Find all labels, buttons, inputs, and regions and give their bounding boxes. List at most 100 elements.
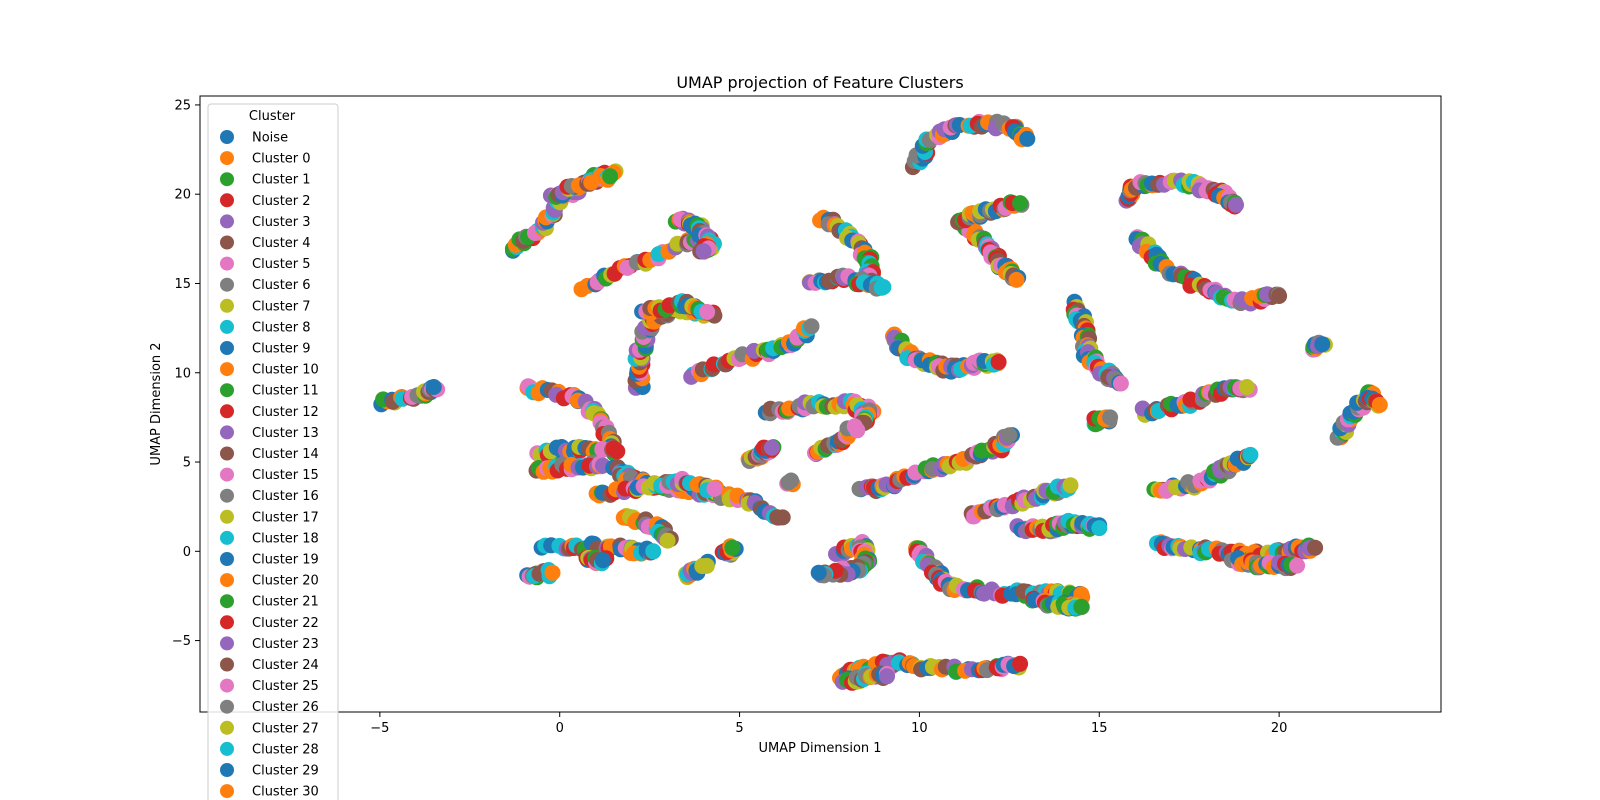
legend-label: Cluster 20 <box>252 574 319 589</box>
legend-entry: Cluster 1 <box>220 172 311 188</box>
legend-marker <box>220 636 234 651</box>
scatter-point <box>659 532 676 549</box>
scatter-point <box>1091 520 1108 537</box>
scatter-point <box>990 354 1007 370</box>
legend-marker <box>220 573 234 588</box>
scatter-point <box>645 543 662 560</box>
legend-entry: Cluster 25 <box>220 678 319 694</box>
legend: Cluster Noise Cluster 0 Cluster 1 Cluster 2… <box>207 103 339 800</box>
legend-marker <box>220 657 234 672</box>
legend-label: Cluster 23 <box>252 637 319 652</box>
scatter-point <box>1062 477 1079 494</box>
scatter-point <box>698 557 715 574</box>
legend-label: Cluster 6 <box>252 278 311 293</box>
legend-label: Cluster 24 <box>252 658 319 673</box>
legend-entry: Cluster 19 <box>220 552 319 568</box>
plot-frame <box>199 95 1442 713</box>
legend-marker <box>220 446 234 461</box>
legend-label: Cluster 4 <box>252 236 311 251</box>
scatter-point <box>774 509 791 526</box>
legend-entry: Cluster 8 <box>220 319 311 335</box>
legend-marker <box>220 383 234 398</box>
scatter-point <box>1073 598 1090 615</box>
y-axis-label: UMAP Dimension 2 <box>149 342 164 465</box>
x-tick-label: 10 <box>911 721 928 736</box>
legend-entry: Cluster 16 <box>220 488 319 504</box>
legend-entry: Cluster 27 <box>220 720 319 736</box>
scatter-point <box>810 564 827 581</box>
legend-label: Cluster 7 <box>252 299 311 314</box>
legend-marker <box>220 784 234 799</box>
legend-label: Cluster 3 <box>252 215 311 230</box>
legend-label: Cluster 2 <box>252 194 311 209</box>
scatter-point <box>602 168 619 185</box>
legend-marker <box>220 552 234 566</box>
scatter-point <box>1371 396 1388 413</box>
legend-marker <box>220 699 234 714</box>
scatter-point <box>1012 195 1029 212</box>
legend-entry: Cluster 28 <box>220 741 319 757</box>
legend-box <box>207 103 339 800</box>
legend-entry: Cluster 24 <box>220 657 319 673</box>
legend-marker <box>220 277 234 292</box>
legend-entry: Cluster 10 <box>220 362 319 378</box>
legend-marker <box>220 319 234 334</box>
scatter-point <box>594 552 611 569</box>
scatter-point <box>1314 336 1331 353</box>
scatter-point <box>706 480 723 497</box>
legend-marker <box>220 404 234 419</box>
scatter-point <box>1228 196 1244 213</box>
legend-label: Cluster 10 <box>252 363 319 378</box>
legend-entry: Cluster 21 <box>220 594 319 610</box>
legend-entry: Cluster 7 <box>220 298 311 314</box>
scatter-point <box>1008 271 1025 288</box>
legend-entry: Cluster 22 <box>220 615 319 631</box>
legend-marker <box>220 298 234 313</box>
legend-marker <box>220 362 234 377</box>
legend-marker <box>220 488 234 503</box>
legend-marker <box>220 720 234 735</box>
scatter-point <box>1102 409 1119 426</box>
legend-entries: Noise Cluster 0 Cluster 1 Cluster 2 Cluster … <box>220 130 319 800</box>
y-tick-label: 15 <box>174 277 191 292</box>
legend-label: Cluster 25 <box>252 679 319 694</box>
legend-entry: Cluster 6 <box>220 277 311 293</box>
legend-entry: Cluster 9 <box>220 341 311 357</box>
legend-label: Cluster 18 <box>252 531 319 546</box>
x-tick-label: 5 <box>735 721 743 736</box>
y-tick-label: −5 <box>172 634 191 649</box>
y-tick-label: 5 <box>183 456 191 471</box>
legend-label: Cluster 11 <box>252 384 319 399</box>
legend-label: Cluster 8 <box>252 320 311 335</box>
legend-marker <box>220 341 234 355</box>
legend-entry: Cluster 29 <box>220 763 319 779</box>
x-tick-label: −5 <box>370 721 389 736</box>
legend-entry: Noise <box>220 130 288 146</box>
legend-marker <box>220 509 234 524</box>
legend-label: Cluster 21 <box>252 595 319 610</box>
scatter-point <box>1271 288 1288 304</box>
legend-marker <box>220 256 234 271</box>
legend-entry: Cluster 17 <box>220 509 319 525</box>
legend-entry: Cluster 30 <box>220 784 319 800</box>
legend-entry: Cluster 3 <box>220 214 311 230</box>
x-axis-ticks: −5 0 5 10 15 20 <box>370 712 1287 736</box>
y-tick-label: 10 <box>174 366 191 381</box>
legend-label: Cluster 13 <box>252 426 319 441</box>
scatter-point <box>609 443 626 460</box>
legend-marker <box>220 678 234 693</box>
y-tick-label: 25 <box>174 98 191 113</box>
scatter-point <box>425 379 442 395</box>
legend-label: Cluster 0 <box>252 152 311 167</box>
legend-marker <box>220 530 234 545</box>
legend-marker <box>220 615 234 630</box>
y-tick-label: 20 <box>174 188 191 203</box>
legend-label: Cluster 27 <box>252 721 319 736</box>
legend-entry: Cluster 23 <box>220 636 319 652</box>
legend-label: Cluster 28 <box>252 742 319 757</box>
legend-label: Cluster 9 <box>252 342 311 357</box>
legend-marker <box>220 594 234 609</box>
legend-label: Cluster 30 <box>252 785 319 800</box>
legend-entry: Cluster 13 <box>220 425 319 441</box>
